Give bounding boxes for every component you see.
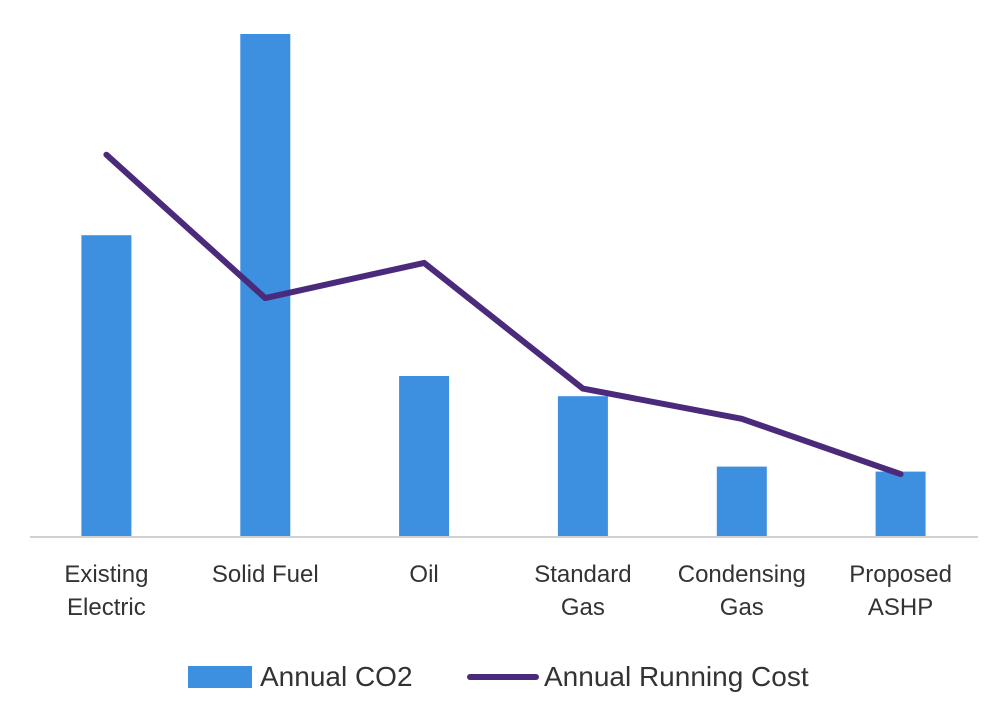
legend: Annual CO2 Annual Running Cost — [188, 661, 809, 692]
bar-2 — [399, 376, 450, 537]
x-tick-label-0-line-0: Existing — [64, 561, 148, 588]
x-tick-label-2-line-0: Oil — [409, 561, 438, 588]
legend-label-annual-co2: Annual CO2 — [260, 661, 413, 692]
x-tick-label-4-line-1: Gas — [720, 594, 764, 621]
x-tick-label-5-line-1: ASHP — [868, 594, 933, 621]
x-tick-label-2: Oil — [409, 561, 438, 588]
x-tick-label-5: Proposed ASHP — [849, 561, 952, 621]
running-cost-line — [103, 151, 904, 478]
legend-swatch-annual-co2 — [188, 666, 252, 688]
x-tick-label-4-line-0: Condensing — [678, 561, 806, 588]
running-cost-point-5 — [899, 473, 902, 476]
x-tick-label-5-line-0: Proposed — [849, 561, 952, 588]
x-tick-label-3-line-0: Standard — [534, 561, 631, 588]
running-cost-point-4 — [740, 417, 743, 420]
x-tick-label-1: Solid Fuel — [212, 561, 319, 588]
line-layer — [103, 151, 904, 478]
bar-3 — [557, 396, 608, 537]
x-tick-label-1-line-0: Solid Fuel — [212, 561, 319, 588]
bar-5 — [875, 471, 926, 537]
legend-label-annual-running-cost: Annual Running Cost — [544, 661, 809, 692]
running-cost-point-1 — [264, 297, 267, 300]
bar-4 — [716, 466, 767, 537]
x-tick-label-3-line-1: Gas — [561, 594, 605, 621]
running-cost-point-2 — [423, 261, 426, 264]
x-tick-labels: Existing Electric Solid Fuel Oil Standard Gas… — [64, 561, 952, 621]
running-cost-point-0 — [105, 153, 108, 156]
running-cost-point-3 — [581, 387, 584, 390]
x-tick-label-4: Condensing Gas — [678, 561, 806, 621]
x-tick-label-0: Existing Electric — [64, 561, 148, 621]
bar-0 — [81, 235, 132, 537]
bars-layer — [81, 34, 926, 537]
x-tick-label-0-line-1: Electric — [67, 594, 146, 621]
x-tick-label-3: Standard Gas — [534, 561, 631, 621]
